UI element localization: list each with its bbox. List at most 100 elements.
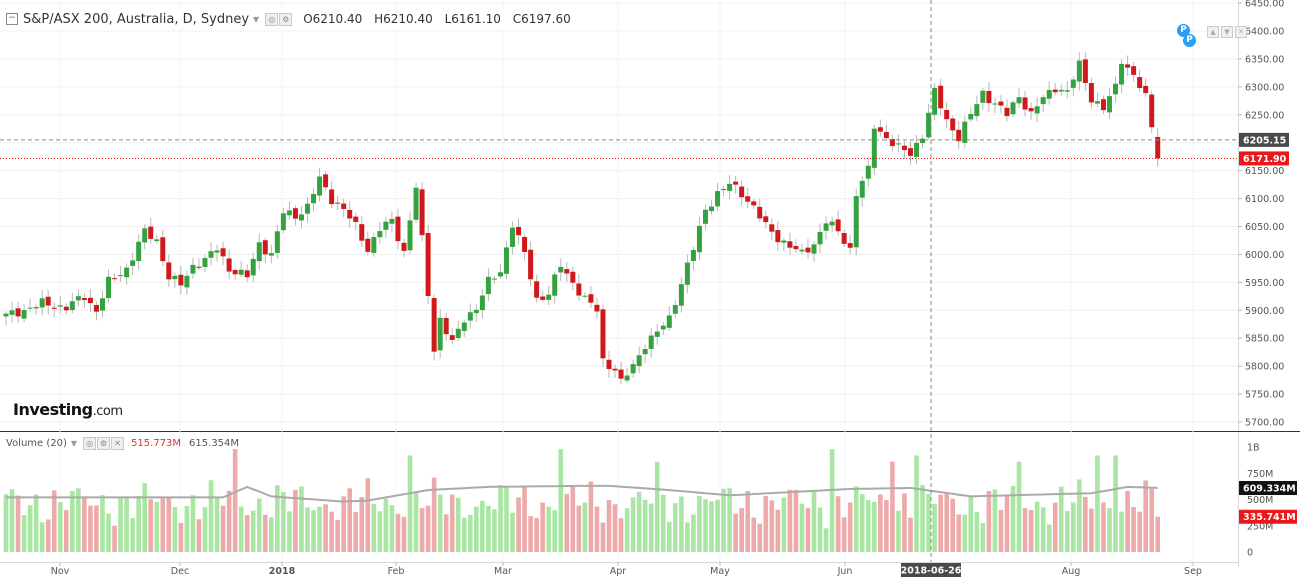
eye-icon[interactable]: ◎ <box>83 437 97 450</box>
candle-body <box>3 313 9 317</box>
volume-bar <box>865 499 871 552</box>
volume-bar <box>401 516 407 552</box>
volume-bar <box>709 501 714 552</box>
volume-bar <box>443 514 449 552</box>
volume-bar <box>697 495 702 552</box>
candle-body <box>33 306 39 309</box>
volume-bar <box>872 501 877 552</box>
investing-logo: Investing.com <box>13 400 123 419</box>
volume-bar <box>564 493 570 552</box>
price-tick-label: 6450.00 <box>1245 0 1284 10</box>
price-tick-label: 6050.00 <box>1245 222 1284 233</box>
volume-bar <box>811 491 817 552</box>
volume-bar <box>685 522 690 552</box>
volume-bar <box>558 449 564 552</box>
close-icon[interactable]: ✕ <box>111 437 125 450</box>
settings-icon[interactable]: ⚙ <box>279 12 293 26</box>
volume-bar <box>679 496 684 552</box>
candle-body <box>588 294 594 303</box>
volume-bar <box>829 449 835 552</box>
candle-body <box>1106 96 1112 113</box>
volume-bar <box>775 509 781 552</box>
volume-axis: 1B 750M 500M 250M 0 <box>1247 443 1273 559</box>
candle-body <box>835 219 841 232</box>
volume-bar <box>196 519 202 552</box>
volume-bar <box>769 500 775 552</box>
time-tick-label: Jun <box>837 566 853 577</box>
volume-bar <box>781 497 787 552</box>
price-axis: 6450.006400.006350.006300.006250.006200.… <box>1238 0 1284 429</box>
volume-bar <box>64 510 69 552</box>
price-tick-label: 6100.00 <box>1245 194 1284 205</box>
candle-body <box>847 243 853 248</box>
crosshair-date-label: 2018-06-26 <box>901 566 962 577</box>
candle-body <box>208 251 214 258</box>
candle-body <box>534 281 540 298</box>
candle-body <box>75 296 81 301</box>
candle-body <box>636 355 642 367</box>
time-tick-label: Aug <box>1062 566 1081 577</box>
candle-body <box>395 216 401 242</box>
candle-body <box>932 87 938 115</box>
candle-body <box>341 203 347 210</box>
volume-bar <box>172 507 178 552</box>
volume-bars <box>3 449 1161 552</box>
volume-bar <box>136 495 141 552</box>
arrow-up-icon[interactable]: ▲ <box>1207 26 1219 38</box>
volume-bar <box>353 512 359 552</box>
candle-body <box>1082 59 1088 83</box>
price-tick-label: 5800.00 <box>1245 362 1284 373</box>
candle-body <box>558 266 564 273</box>
volume-bar <box>950 498 956 552</box>
volume-bar <box>841 517 847 552</box>
price-tick-label: 5850.00 <box>1245 334 1284 345</box>
volume-bar <box>1064 510 1070 552</box>
chevron-down-icon[interactable]: ▼ <box>253 14 260 24</box>
candle-body <box>244 270 250 278</box>
candle-body <box>576 283 582 296</box>
time-tick-label: 2018 <box>269 566 296 577</box>
volume-bar <box>817 507 823 552</box>
collapse-icon[interactable]: − <box>6 13 18 25</box>
arrow-down-icon[interactable]: ▼ <box>1221 26 1233 38</box>
volume-bar <box>498 485 503 552</box>
volume-bar <box>486 505 491 552</box>
candle-body <box>666 315 672 328</box>
dividend-badge[interactable]: P <box>1177 24 1190 37</box>
price-tick-label: 6000.00 <box>1245 250 1284 261</box>
volume-bar <box>166 497 172 552</box>
candle-body <box>763 216 769 223</box>
candle-body <box>1064 90 1070 92</box>
candle-body <box>220 248 226 257</box>
high-value: H6210.40 <box>374 12 433 26</box>
volume-bar <box>1095 455 1100 552</box>
time-tick-label: Nov <box>51 566 70 577</box>
candle-body <box>419 189 425 236</box>
candle-body <box>160 237 166 262</box>
candle-body <box>178 274 184 286</box>
candle-body <box>335 202 341 204</box>
chevron-down-icon[interactable]: ▼ <box>70 439 78 448</box>
dividend-badge[interactable]: P <box>1183 34 1196 47</box>
volume-bar <box>88 505 93 552</box>
volume-bar <box>944 492 949 552</box>
candle-body <box>1070 79 1076 88</box>
eye-icon[interactable]: ◎ <box>265 12 279 26</box>
volume-bar <box>793 489 799 552</box>
volume-bar <box>528 516 533 552</box>
candle-body <box>709 206 715 212</box>
volume-bar <box>275 485 280 552</box>
price-tick-label: 5750.00 <box>1245 390 1284 401</box>
close-icon[interactable]: ✕ <box>1235 26 1247 38</box>
volume-bar <box>45 519 51 552</box>
volume-bar <box>1077 479 1082 552</box>
volume-bar <box>76 488 81 552</box>
settings-icon[interactable]: ⚙ <box>97 437 111 450</box>
volume-ma-line <box>6 484 1158 503</box>
close-value: C6197.60 <box>512 12 571 26</box>
candle-body <box>678 284 684 306</box>
candle-body <box>172 275 178 280</box>
candle-body <box>9 310 15 315</box>
volume-bar <box>757 523 763 552</box>
